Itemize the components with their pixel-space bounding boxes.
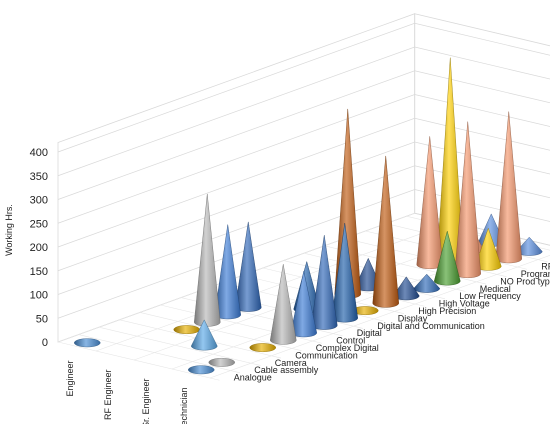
category-label: RF Engineer [103,370,113,421]
bar-digital-rf-engineer [235,222,261,312]
floor-gridline [79,335,241,373]
category-label: Engineer [65,361,75,397]
bar-communication-technician [250,343,276,351]
category-label: Technician [179,388,189,425]
bar-high-precision-technician [373,156,399,307]
bar-no-prod-type-indirect-sr-engineer [417,136,443,268]
y-axis-label: Working Hrs. [4,204,14,256]
category-labels: Engineer RF Engineer Sr. Engineer Technicia… [65,361,189,425]
series-label: Digital and Communication [377,321,485,331]
y-tick-label: 100 [30,290,48,302]
bar-rf-and-communication-technician [496,112,522,263]
bar-analogue-engineer [74,339,100,347]
y-tick-label: 350 [30,171,48,183]
y-tick-label: 0 [42,337,48,349]
y-tick-label: 200 [30,242,48,254]
y-tick-label: 50 [36,313,48,325]
y-tick-label: 250 [30,218,48,230]
bar-analogue-technician [188,366,214,374]
bar-cable-assembly-technician [209,358,235,366]
y-tick-labels: 0 50 100 150 200 250 300 350 400 [30,147,48,349]
category-label: Sr. Engineer [141,378,151,424]
y-tick-label: 150 [30,266,48,278]
y-tick-label: 400 [30,147,48,159]
bar-complex-digital-technician [270,264,296,344]
series-label: RF and communication [541,262,550,272]
bar-communication-rf-engineer [174,325,200,333]
y-tick-label: 300 [30,195,48,207]
